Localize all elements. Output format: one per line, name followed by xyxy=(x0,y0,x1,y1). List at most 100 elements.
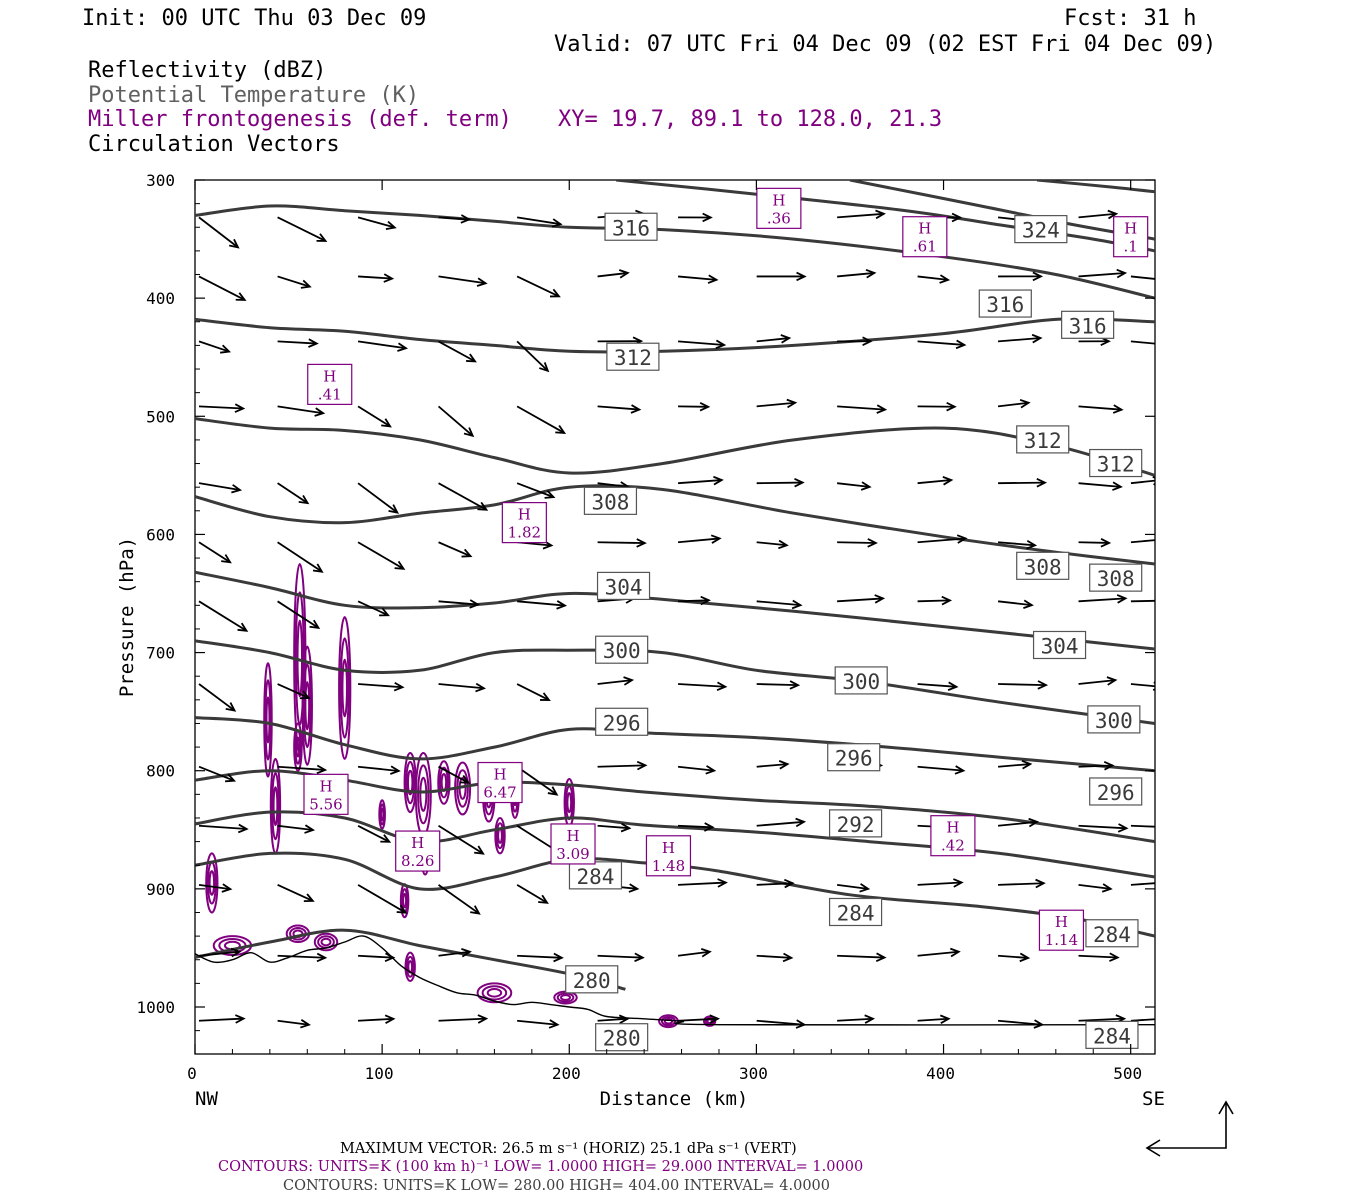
vector-shaft xyxy=(438,275,486,285)
vector-arrow xyxy=(677,765,717,775)
vector-arrow xyxy=(677,274,719,284)
vector-shaft xyxy=(917,340,965,346)
theta-label-text: 284 xyxy=(1093,923,1131,947)
vector-shaft xyxy=(516,683,550,701)
vector-arrow xyxy=(357,541,406,570)
fronto-cell-21 xyxy=(320,937,332,947)
vector-shaft xyxy=(357,541,405,570)
vector-head xyxy=(308,338,319,348)
fronto-maximum-value: .36 xyxy=(767,209,791,227)
vector-shaft xyxy=(1130,599,1155,603)
footer-max-vector: MAXIMUM VECTOR: 26.5 m s⁻¹ (HORIZ) 25.1 … xyxy=(340,1141,797,1157)
fronto-maximum-value: .41 xyxy=(318,385,342,403)
vector-shaft xyxy=(277,765,326,771)
vector-arrow xyxy=(357,340,409,352)
theta-label: 284 xyxy=(568,861,623,890)
vector-head xyxy=(299,690,311,700)
vector-arrow xyxy=(438,765,471,784)
vector-shaft xyxy=(277,600,319,629)
vector-head xyxy=(1033,1019,1045,1029)
x-tick-label: 500 xyxy=(1113,1064,1142,1083)
vector-head xyxy=(1112,404,1124,414)
vector-arrow xyxy=(198,1014,246,1024)
fronto-maximum-h: H xyxy=(566,827,579,845)
vector-shaft xyxy=(756,820,805,827)
vector-arrow xyxy=(1130,824,1155,828)
vector-arrow xyxy=(756,599,803,610)
vector-shaft xyxy=(1078,405,1122,411)
fronto-maximum-box xyxy=(756,187,802,229)
vector-arrow xyxy=(597,952,645,963)
vector-arrow xyxy=(997,1019,1045,1029)
fronto-maximum-h: H xyxy=(662,839,675,857)
vector-head xyxy=(1019,398,1031,409)
y-tick-label: 700 xyxy=(146,644,175,663)
vector-shaft xyxy=(597,764,646,768)
vector-arrow xyxy=(678,595,711,606)
vector-head xyxy=(379,607,390,617)
vector-shaft xyxy=(1130,882,1155,886)
vector-shaft xyxy=(837,1017,874,1022)
fronto-maximum-value: .42 xyxy=(941,837,965,855)
vector-arrow xyxy=(198,403,246,413)
fronto-maximum-box xyxy=(307,363,353,405)
vector-head xyxy=(867,538,878,548)
vector-arrow xyxy=(837,883,871,893)
vector-shaft xyxy=(438,541,471,558)
vector-head xyxy=(1109,952,1120,962)
vector-arrow xyxy=(998,478,1048,488)
fronto-cell-22 xyxy=(481,985,508,1001)
y-tick-label: 900 xyxy=(146,880,175,899)
fronto-maximum: H.42 xyxy=(930,815,976,857)
vector-head xyxy=(618,269,630,279)
x-tick-label: 400 xyxy=(926,1064,955,1083)
vector-shaft xyxy=(756,337,790,343)
theta-contour-320 xyxy=(195,204,1155,300)
vector-arrow xyxy=(1078,883,1113,893)
vector-head xyxy=(234,403,246,413)
vector-head xyxy=(939,1014,951,1024)
theta-label-text: 300 xyxy=(603,639,641,663)
vector-arrow xyxy=(357,482,400,514)
vector-shaft xyxy=(997,820,1038,827)
vector-arrow xyxy=(277,1019,311,1029)
fronto-maximum: H.1 xyxy=(1113,216,1149,258)
vector-head xyxy=(700,595,711,606)
vector-head xyxy=(549,288,561,298)
fronto-cell-3 xyxy=(303,663,312,749)
vector-shaft xyxy=(198,1017,244,1022)
vector-arrow xyxy=(678,822,715,832)
vector-head xyxy=(303,893,315,903)
vector-head xyxy=(1037,680,1049,690)
vector-arrow xyxy=(917,595,953,606)
vector-shaft xyxy=(198,275,246,301)
fronto-maximum: H1.48 xyxy=(645,835,692,877)
fronto-maximum-box xyxy=(477,761,523,804)
vector-head xyxy=(865,268,877,279)
vector-shaft xyxy=(357,824,390,843)
vector-shaft xyxy=(837,482,870,488)
vector-arrow xyxy=(198,947,242,958)
vector-head xyxy=(314,407,326,417)
vector-arrow xyxy=(516,683,551,702)
vector-arrow xyxy=(438,825,485,855)
vector-head xyxy=(553,952,564,963)
vector-head xyxy=(380,834,392,843)
vector-arrow xyxy=(438,599,481,609)
vector-head xyxy=(221,883,233,893)
vector-shaft xyxy=(357,405,391,428)
vector-head xyxy=(636,538,647,548)
vector-head xyxy=(947,681,959,691)
vector-head xyxy=(859,883,871,893)
vector-head xyxy=(475,682,486,693)
vector-arrow xyxy=(358,1014,396,1024)
y-tick-label: 1000 xyxy=(136,998,175,1017)
vector-head xyxy=(556,600,568,610)
vector-shaft xyxy=(277,1019,310,1026)
vector-arrow xyxy=(516,482,556,499)
vector-arrow xyxy=(756,539,789,550)
vector-arrow xyxy=(997,599,1034,609)
fronto-maximum: H1.14 xyxy=(1038,909,1085,951)
vector-shaft xyxy=(437,405,474,437)
